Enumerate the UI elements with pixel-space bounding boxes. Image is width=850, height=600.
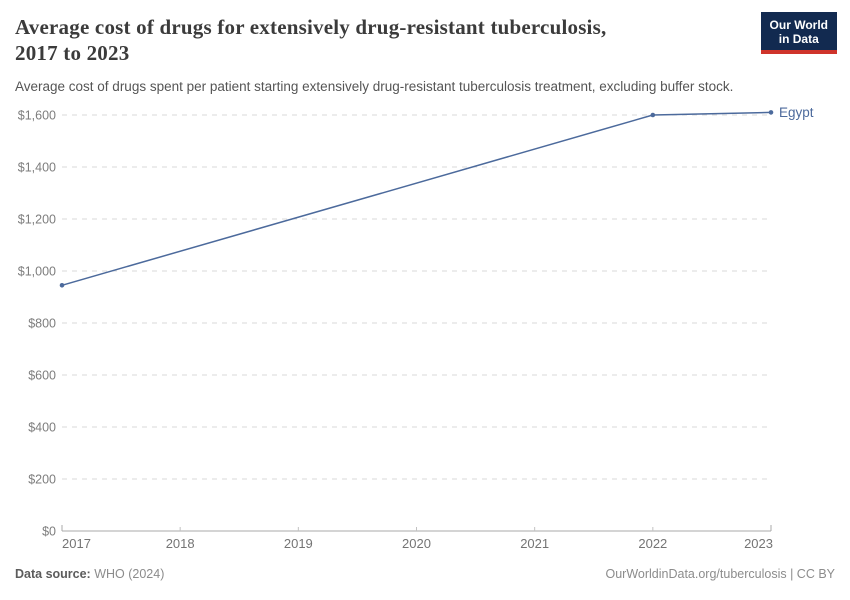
- y-axis-tick-label: $400: [28, 421, 56, 435]
- series-entity-label[interactable]: Egypt: [779, 105, 814, 120]
- x-axis-tick-label: 2023: [744, 536, 773, 551]
- owid-logo-line-2: in Data: [778, 32, 819, 46]
- title-line-2: 2017 to 2023: [15, 41, 130, 65]
- data-source: Data source: WHO (2024): [15, 567, 164, 581]
- y-axis-tick-label: $1,600: [18, 109, 56, 123]
- page-title: Average cost of drugs for extensively dr…: [15, 14, 715, 66]
- data-point[interactable]: [59, 283, 65, 288]
- chart-canvas[interactable]: $0 $200 $400 $600 $800 $1,000 $1,200 $1,400 $1,6…: [0, 95, 850, 565]
- chart-footer: Data source: WHO (2024) OurWorldinData.o…: [15, 567, 835, 587]
- data-source-value: WHO (2024): [90, 567, 165, 581]
- owid-logo-line-1: Our World: [769, 18, 828, 32]
- data-point[interactable]: [768, 110, 774, 115]
- data-point[interactable]: [650, 112, 656, 118]
- title-line-1: Average cost of drugs for extensively dr…: [15, 15, 607, 39]
- y-axis-tick-label: $1,200: [18, 213, 56, 227]
- x-axis-tick-label: 2021: [520, 536, 549, 551]
- x-axis-tick-label: 2022: [638, 536, 667, 551]
- chart-subtitle: Average cost of drugs spent per patient …: [15, 79, 734, 94]
- x-axis-tick-label: 2017: [62, 536, 91, 551]
- y-axis-tick-label: $0: [42, 525, 56, 539]
- data-source-label: Data source:: [15, 567, 91, 581]
- owid-logo[interactable]: Our World in Data: [760, 12, 837, 54]
- owid-license-link[interactable]: OurWorldinData.org/tuberculosis | CC BY: [605, 567, 836, 581]
- y-axis-tick-label: $200: [28, 473, 56, 487]
- y-axis-tick-label: $600: [28, 369, 56, 383]
- x-axis-tick-label: 2018: [166, 536, 195, 551]
- x-axis-tick-label: 2019: [284, 536, 313, 551]
- y-axis-tick-label: $1,400: [18, 161, 56, 175]
- series-line[interactable]: [61, 111, 772, 287]
- x-axis-tick-label: 2020: [402, 536, 431, 551]
- y-axis-tick-label: $1,000: [18, 265, 56, 279]
- y-axis-tick-label: $800: [28, 317, 56, 331]
